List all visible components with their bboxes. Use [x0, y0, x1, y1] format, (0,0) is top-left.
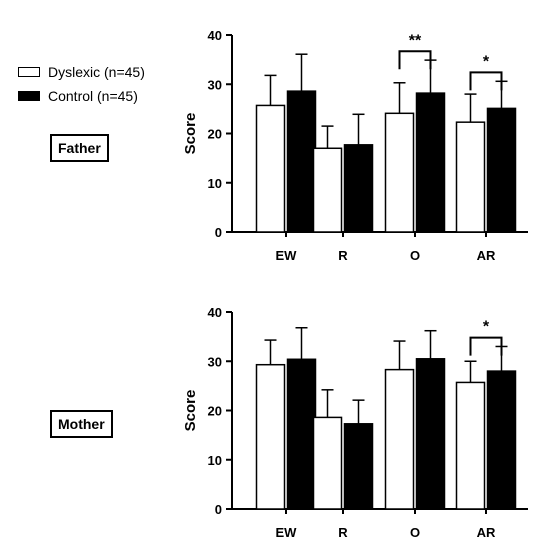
father-y-tick-label: 0 [215, 225, 222, 240]
father-bar-control-ar [486, 107, 517, 233]
father-y-tick-label: 40 [208, 28, 222, 43]
legend-swatch-dyslexic [18, 67, 40, 77]
father-bar-dyslexic-r [312, 147, 343, 233]
father-bar-dyslexic-ew [255, 104, 286, 233]
father-significance-bracket [398, 50, 432, 70]
legend-item-control: Control (n=45) [18, 84, 145, 108]
mother-y-tick-label: 10 [208, 453, 222, 468]
father-y-tick-label: 20 [208, 127, 222, 142]
mother-bar-control-o [415, 358, 446, 510]
mother-y-tick-label: 30 [208, 354, 222, 369]
mother-panel-label: Mother [50, 410, 113, 438]
mother-bar-dyslexic-ew [255, 363, 286, 510]
father-bar-dyslexic-o [384, 112, 415, 233]
mother-bar-dyslexic-ar [455, 381, 486, 510]
mother-y-tick-label: 20 [208, 404, 222, 419]
mother-x-tick-label: EW [276, 525, 298, 540]
mother-x-tick-label: AR [477, 525, 496, 540]
mother-bar-control-ar [486, 370, 517, 510]
mother-bar-dyslexic-o [384, 368, 415, 510]
legend-label-dyslexic: Dyslexic (n=45) [48, 64, 145, 80]
mother-significance-bracket [469, 336, 503, 356]
mother-bar-control-r [343, 423, 374, 510]
legend: Dyslexic (n=45) Control (n=45) [18, 60, 145, 108]
father-significance-bracket [469, 71, 503, 91]
father-y-tick-label: 30 [208, 77, 222, 92]
mother-x-tick-label: O [410, 525, 420, 540]
father-bar-dyslexic-ar [455, 121, 486, 233]
father-bar-control-o [415, 92, 446, 233]
father-significance-label: * [483, 53, 490, 70]
mother-significance-label: * [483, 319, 490, 336]
mother-y-axis-label: Score [182, 390, 199, 432]
father-x-tick-label: EW [276, 248, 298, 263]
father-panel-label: Father [50, 134, 109, 162]
father-y-axis-label: Score [182, 113, 199, 155]
mother-y-tick-label: 0 [215, 502, 222, 517]
father-bar-control-r [343, 144, 374, 233]
mother-x-tick-label: R [338, 525, 348, 540]
father-y-tick-label: 10 [208, 176, 222, 191]
mother-bar-dyslexic-r [312, 416, 343, 510]
mother-bar-control-ew [286, 358, 317, 510]
father-x-tick-label: R [338, 248, 348, 263]
legend-swatch-control [18, 91, 40, 101]
legend-label-control: Control (n=45) [48, 88, 138, 104]
legend-item-dyslexic: Dyslexic (n=45) [18, 60, 145, 84]
father-x-tick-label: AR [477, 248, 496, 263]
father-bar-control-ew [286, 90, 317, 233]
mother-y-tick-label: 40 [208, 305, 222, 320]
father-x-tick-label: O [410, 248, 420, 263]
father-significance-label: ** [409, 32, 422, 49]
